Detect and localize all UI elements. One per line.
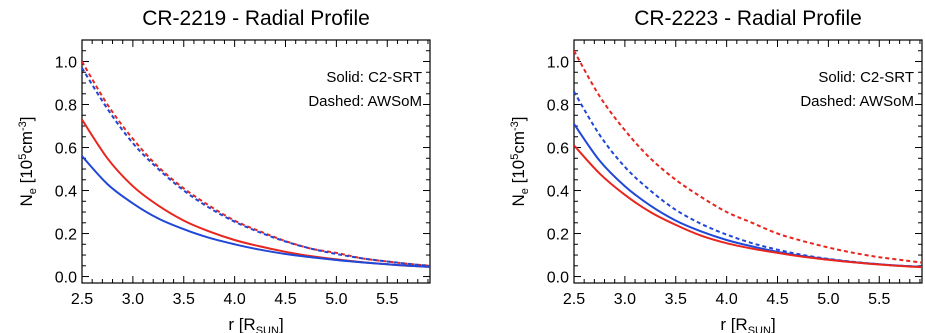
x-axis-label-main: r [R <box>720 315 747 333</box>
y-axis-label-sup2: -3 <box>17 121 29 131</box>
y-tick-label: 0.0 <box>55 270 77 287</box>
y-axis-label-sub: e <box>519 188 531 194</box>
y-tick-label: 0.0 <box>547 270 569 287</box>
chart-panel-1: CR-2219 - Radial Profile 2.5 3.0 3.5 4.0 4.5 5… <box>17 7 431 333</box>
series-solid-red-line <box>574 144 922 269</box>
y-axis-label-unit: cm <box>509 131 528 154</box>
y-axis-label: Ne [105cm-3] <box>17 116 39 206</box>
y-axis-label-sub: e <box>27 188 39 194</box>
x-tick-label: 5.0 <box>817 291 839 308</box>
y-tick-label: 0.8 <box>547 98 569 115</box>
chart-title: CR-2219 - Radial Profile <box>142 7 370 30</box>
y-axis-label-sup: 5 <box>509 154 521 160</box>
series-solid-blue-line <box>82 155 430 268</box>
y-tick-label: 0.2 <box>55 227 77 244</box>
y-axis-label-sup2: -3 <box>509 121 521 131</box>
x-tick-label: 5.5 <box>868 291 890 308</box>
y-axis-label-sup: 5 <box>17 154 29 160</box>
x-axis-label: r [RSUN] <box>720 315 775 333</box>
y-axis-label-end: ] <box>509 116 528 121</box>
legend-entry: Solid: C2-SRT <box>326 69 422 86</box>
y-axis-label-end: ] <box>17 116 36 121</box>
x-tick-label: 4.0 <box>224 291 246 308</box>
plot-frame <box>573 39 923 284</box>
y-tick-label: 0.4 <box>55 184 77 201</box>
x-axis-label-sub: SUN <box>748 325 771 333</box>
series-dashed-blue-line <box>82 67 430 267</box>
x-tick-label: 5.5 <box>376 291 398 308</box>
chart-title: CR-2223 - Radial Profile <box>634 7 862 30</box>
y-tick-label: 0.4 <box>547 184 569 201</box>
y-axis-label-main: N <box>17 194 36 206</box>
x-tick-label: 4.0 <box>716 291 738 308</box>
x-tick-label: 2.5 <box>563 291 585 308</box>
y-axis-label: Ne [105cm-3] <box>509 116 531 206</box>
chart-panel-2: CR-2223 - Radial Profile 2.5 3.0 3.5 4.0 4.5 5… <box>509 7 923 333</box>
x-tick-label: 4.5 <box>766 291 788 308</box>
x-axis-label-end: ] <box>279 315 284 333</box>
legend-entry: Solid: C2-SRT <box>818 69 914 86</box>
x-tick-label: 5.0 <box>325 291 347 308</box>
y-tick-label: 0.6 <box>547 141 569 158</box>
y-axis-label-unit: cm <box>17 131 36 154</box>
plot-frame <box>81 39 431 284</box>
x-tick-label: 3.5 <box>173 291 195 308</box>
series-solid-red-line <box>82 119 430 268</box>
x-axis-label-main: r [R <box>228 315 255 333</box>
x-tick-label: 2.5 <box>71 291 93 308</box>
y-axis-label-main: N <box>509 194 528 206</box>
series-dashed-red-line <box>574 50 922 264</box>
x-tick-label: 3.0 <box>122 291 144 308</box>
y-tick-label: 1.0 <box>55 55 77 72</box>
legend-entry: Dashed: AWSoM <box>800 93 914 110</box>
x-tick-label: 3.5 <box>665 291 687 308</box>
y-axis-label-mid: [10 <box>509 160 528 188</box>
y-axis-label-mid: [10 <box>17 160 36 188</box>
x-axis-label-end: ] <box>771 315 776 333</box>
y-tick-label: 1.0 <box>547 55 569 72</box>
legend-entry: Dashed: AWSoM <box>308 93 422 110</box>
y-tick-label: 0.8 <box>55 98 77 115</box>
series-dashed-blue-line <box>574 91 922 268</box>
x-axis-label-sub: SUN <box>256 325 279 333</box>
x-tick-label: 3.0 <box>614 291 636 308</box>
y-tick-label: 0.6 <box>55 141 77 158</box>
x-tick-label: 4.5 <box>274 291 296 308</box>
y-tick-label: 0.2 <box>547 227 569 244</box>
x-axis-label: r [RSUN] <box>228 315 283 333</box>
